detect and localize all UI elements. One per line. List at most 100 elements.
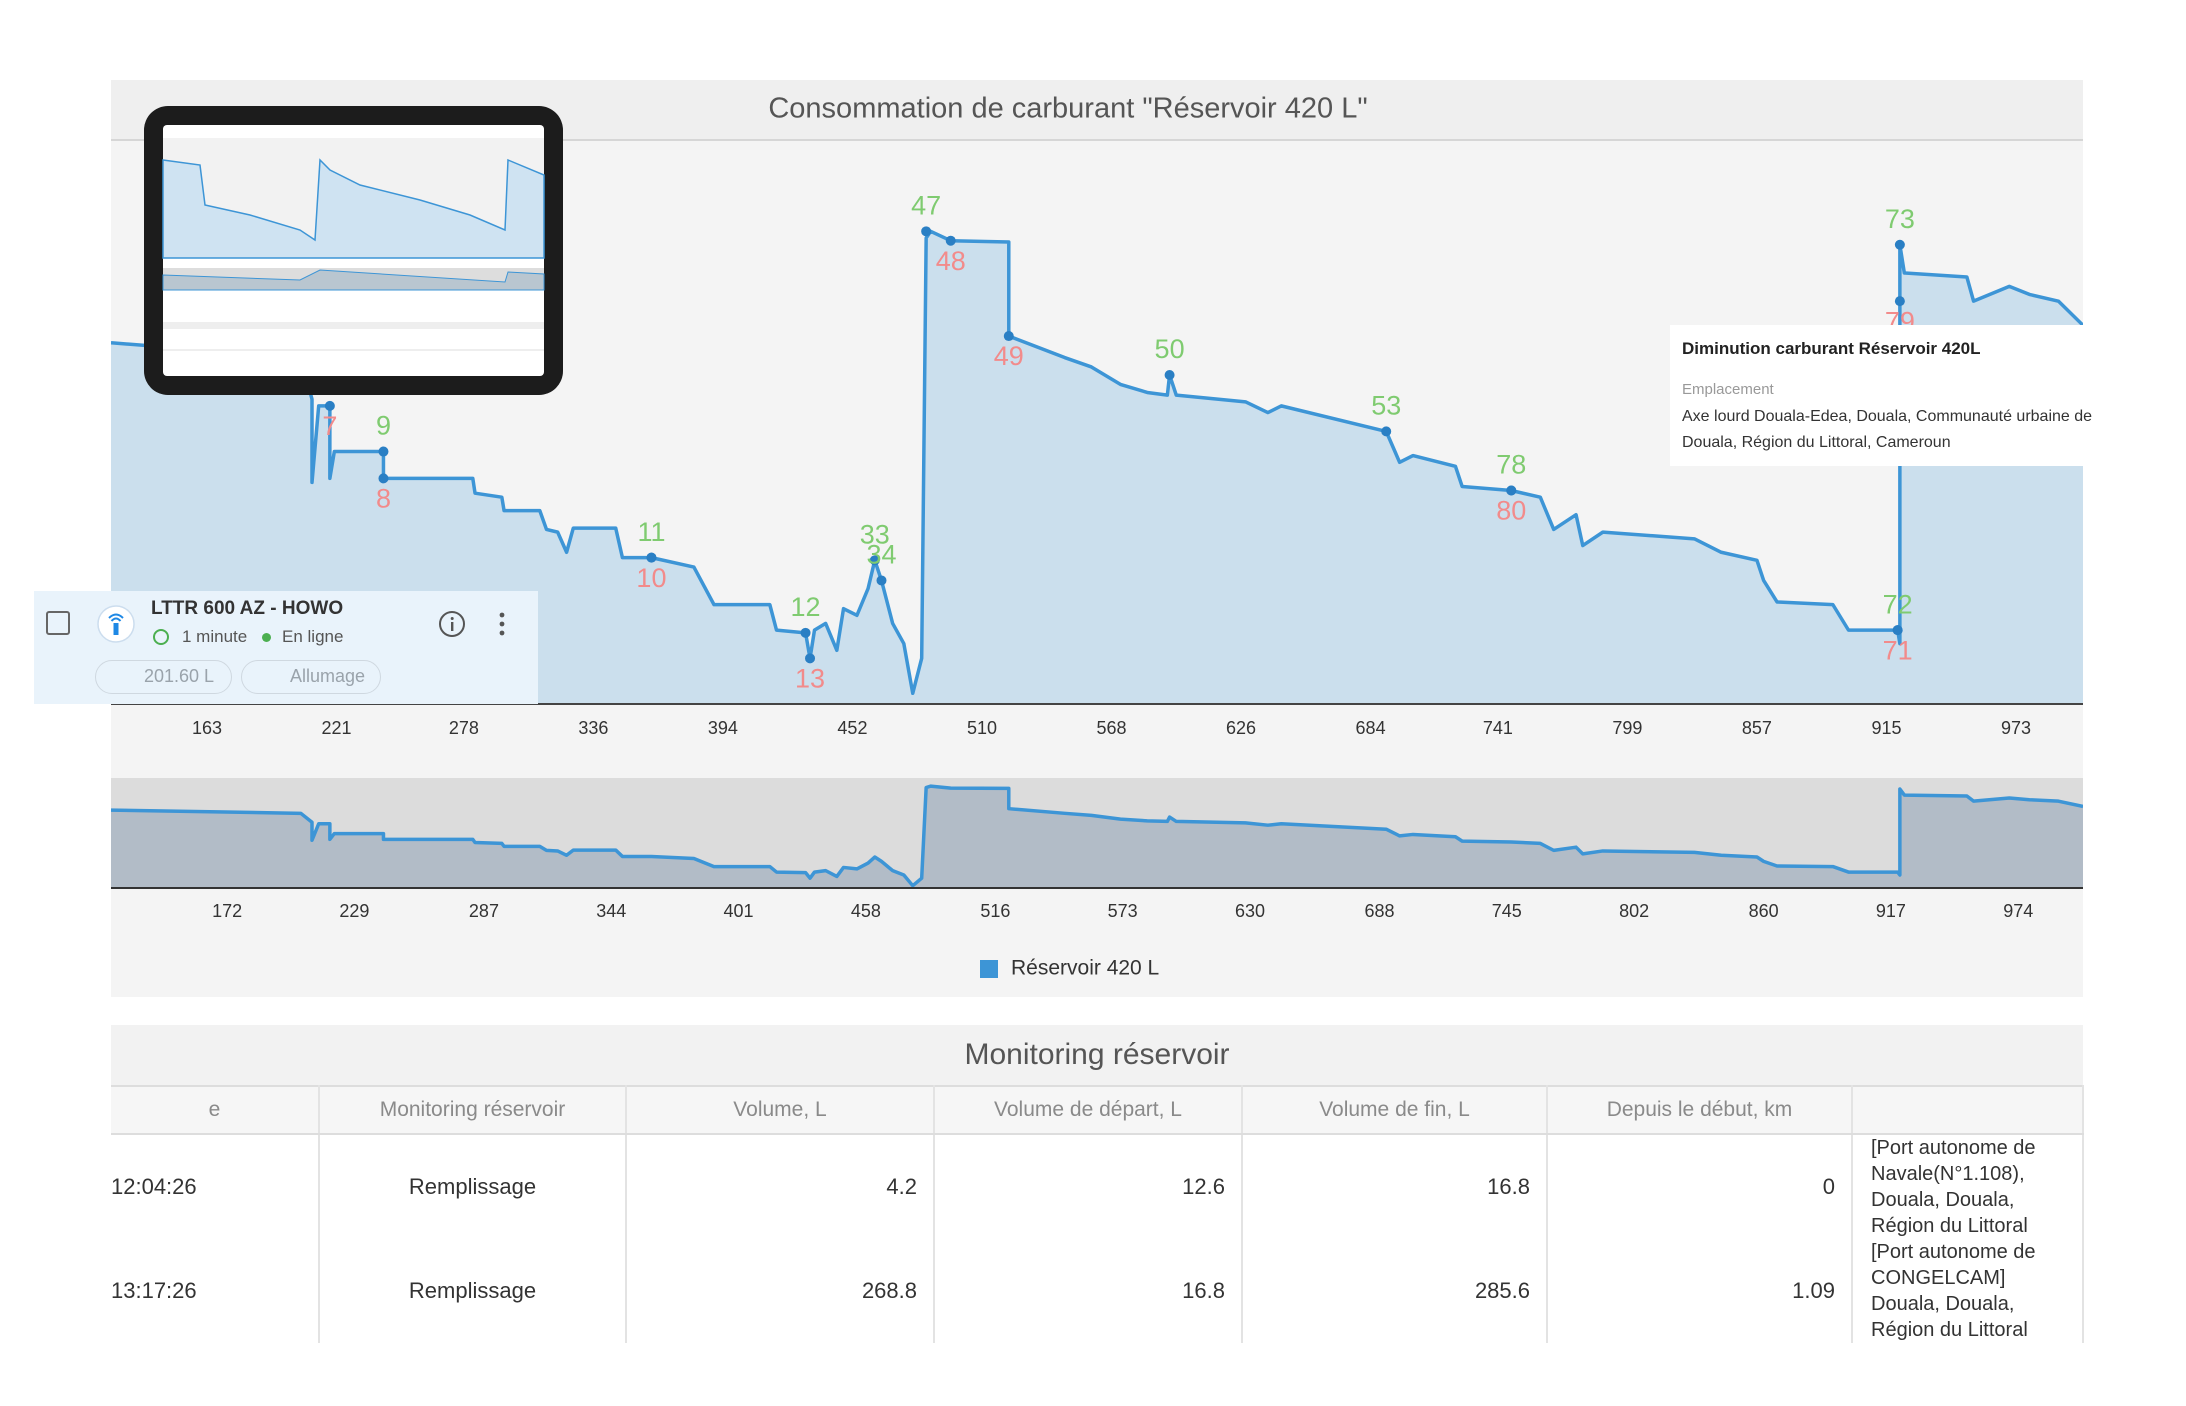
column-header: Volume, L [626,1085,935,1135]
event-label: 72 [1883,589,1913,619]
event-label: 71 [1883,635,1913,665]
table-row: 13:17:26 Remplissage 268.8 16.8 285.6 1.09 [Po… [111,1239,2084,1343]
event-label: 48 [936,246,966,276]
event-label: 33 [860,519,890,549]
x-tick-label: 568 [1096,718,1126,738]
status: En ligne [282,627,344,646]
navigator-tick-label: 974 [2003,901,2033,921]
event-label: 50 [1155,334,1185,364]
x-tick-label: 221 [322,718,352,738]
table-cell: 1.09 [1547,1239,1853,1343]
table-cell: 13:17:26 [111,1239,320,1343]
tooltip-text: Axe lourd Douala-Edea, Douala, Communaut… [1682,408,2093,451]
x-tick-label: 510 [967,718,997,738]
event-dot [1892,625,1903,636]
tooltip-label: Emplacement [1682,381,1774,398]
table-cell: 268.8 [626,1239,935,1343]
event-label: 53 [1371,391,1401,421]
x-tick-label: 684 [1356,718,1386,738]
tooltip: Diminution carburant Réservoir 420L Empl… [1670,325,2120,466]
table-cell: 0 [1547,1134,1853,1239]
event-label: 12 [791,592,821,622]
interval-icon [153,629,169,645]
area [111,231,2083,705]
event-dot [324,400,335,411]
x-tick-label: 973 [2001,718,2031,738]
navigator-tick-label: 802 [1619,901,1649,921]
event-dot [805,653,816,664]
column-header: Depuis le début, km [1547,1085,1853,1135]
navigator-tick-label: 745 [1492,901,1522,921]
x-tick-label: 278 [449,718,479,738]
info-button[interactable] [437,609,467,639]
area [111,786,2083,888]
x-tick-label: 741 [1483,718,1513,738]
x-tick-label: 799 [1612,718,1642,738]
fuel-pill: 201.60 L [95,660,232,694]
event-dot [945,235,956,246]
table-cell: [Port autonome de Navale(N°1.108), Doual… [1852,1134,2084,1239]
event-dot [1003,331,1014,342]
navigator-tick-label: 516 [980,901,1010,921]
navigator-tick-label: 458 [851,901,881,921]
event-label: 7 [322,411,337,441]
event-label: 34 [866,540,896,570]
table-title: Monitoring réservoir [111,1025,2083,1085]
table-cell: 12.6 [934,1134,1243,1239]
navigator-bg [111,778,2083,888]
signal-icon [97,605,135,643]
event-label: 73 [1885,204,1915,234]
x-tick-label: 163 [192,718,222,738]
event-label: 13 [795,663,825,693]
legend-label[interactable]: Réservoir 420 L [1011,957,1159,980]
event-dot [1506,485,1517,496]
event-label: 78 [1496,450,1526,480]
navigator-tick-label: 401 [724,901,754,921]
event-dot [869,555,880,566]
event-dot [876,575,887,586]
table-cell: [Port autonome de CONGELCAM] Douala, Dou… [1852,1239,2084,1343]
checkbox[interactable] [46,611,70,635]
table-cell: 16.8 [1242,1134,1548,1239]
navigator-tick-label: 344 [596,901,626,921]
event-label: 10 [636,563,666,593]
navigator-tick-label: 172 [212,901,242,921]
event-label: 47 [911,190,941,220]
x-tick-label: 336 [578,718,608,738]
navigator-tick-label: 688 [1364,901,1394,921]
column-header: Volume de fin, L [1242,1085,1548,1135]
chart-title: Consommation de carburant "Réservoir 420… [768,93,1367,125]
legend-swatch [980,960,998,978]
x-tick-label: 915 [1871,718,1901,738]
navigator-tick-label: 860 [1749,901,1779,921]
navigator-tick-label: 917 [1876,901,1906,921]
event-dot [378,446,389,457]
table-panel: Monitoring réservoir e Monitoring réservo… [111,1025,2084,1343]
event-label: 80 [1496,496,1526,526]
column-header [1852,1085,2084,1135]
table-cell: Remplissage [319,1239,627,1343]
navigator-tick-label: 573 [1108,901,1138,921]
table-row: 12:04:26 Remplissage 4.2 12.6 16.8 0 [Port aut… [111,1134,2084,1239]
x-tick-label: 626 [1226,718,1256,738]
x-tick-label: 857 [1742,718,1772,738]
event-dot [1894,296,1905,307]
event-dot [1164,370,1175,380]
event-dot [378,473,389,484]
navigator-tick-label: 630 [1235,901,1265,921]
navigator-tick-label: 287 [469,901,499,921]
column-header: Monitoring réservoir [319,1085,627,1135]
event-dot [800,627,811,638]
event-dot [1381,426,1392,437]
x-tick-label: 452 [837,718,867,738]
table-cell: 12:04:26 [111,1134,320,1239]
x-tick-label: 394 [708,718,738,738]
navigator-tick-label: 229 [339,901,369,921]
table-cell: 4.2 [626,1134,935,1239]
event-label: 8 [376,484,391,514]
column-header: Volume de départ, L [934,1085,1243,1135]
menu-button[interactable] [492,609,512,639]
vehicle-name[interactable]: LTTR 600 AZ - HOWO [151,598,344,619]
status-dot [262,633,271,642]
